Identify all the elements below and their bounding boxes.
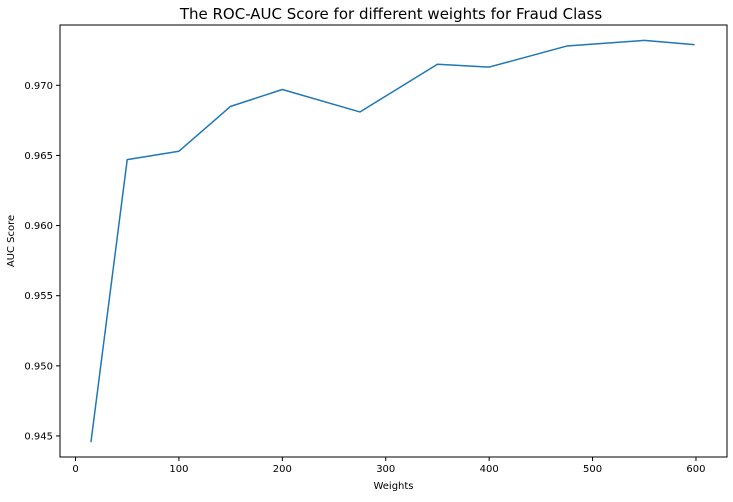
x-axis-label: Weights: [373, 481, 413, 492]
y-axis: 0.945 0.950 0.955 0.960 0.965 0.970: [24, 81, 60, 443]
x-tick-label: 300: [376, 464, 395, 475]
x-tick-label: 200: [273, 464, 292, 475]
y-tick-label: 0.970: [24, 81, 53, 92]
y-tick-label: 0.950: [24, 361, 53, 372]
series-line: [91, 40, 694, 441]
x-tick-label: 400: [480, 464, 499, 475]
plot-area: [91, 40, 694, 441]
y-tick-label: 0.965: [24, 151, 53, 162]
x-tick-label: 100: [169, 464, 188, 475]
x-tick-label: 500: [583, 464, 602, 475]
x-axis: 0 100 200 300 400 500 600: [72, 457, 705, 475]
chart-title: The ROC-AUC Score for different weights …: [179, 5, 602, 23]
plot-frame: [60, 25, 727, 457]
y-tick-label: 0.945: [24, 431, 53, 442]
x-tick-label: 0: [72, 464, 78, 475]
y-axis-label: AUC Score: [6, 215, 17, 267]
y-tick-label: 0.960: [24, 221, 53, 232]
y-tick-label: 0.955: [24, 291, 53, 302]
x-tick-label: 600: [686, 464, 705, 475]
